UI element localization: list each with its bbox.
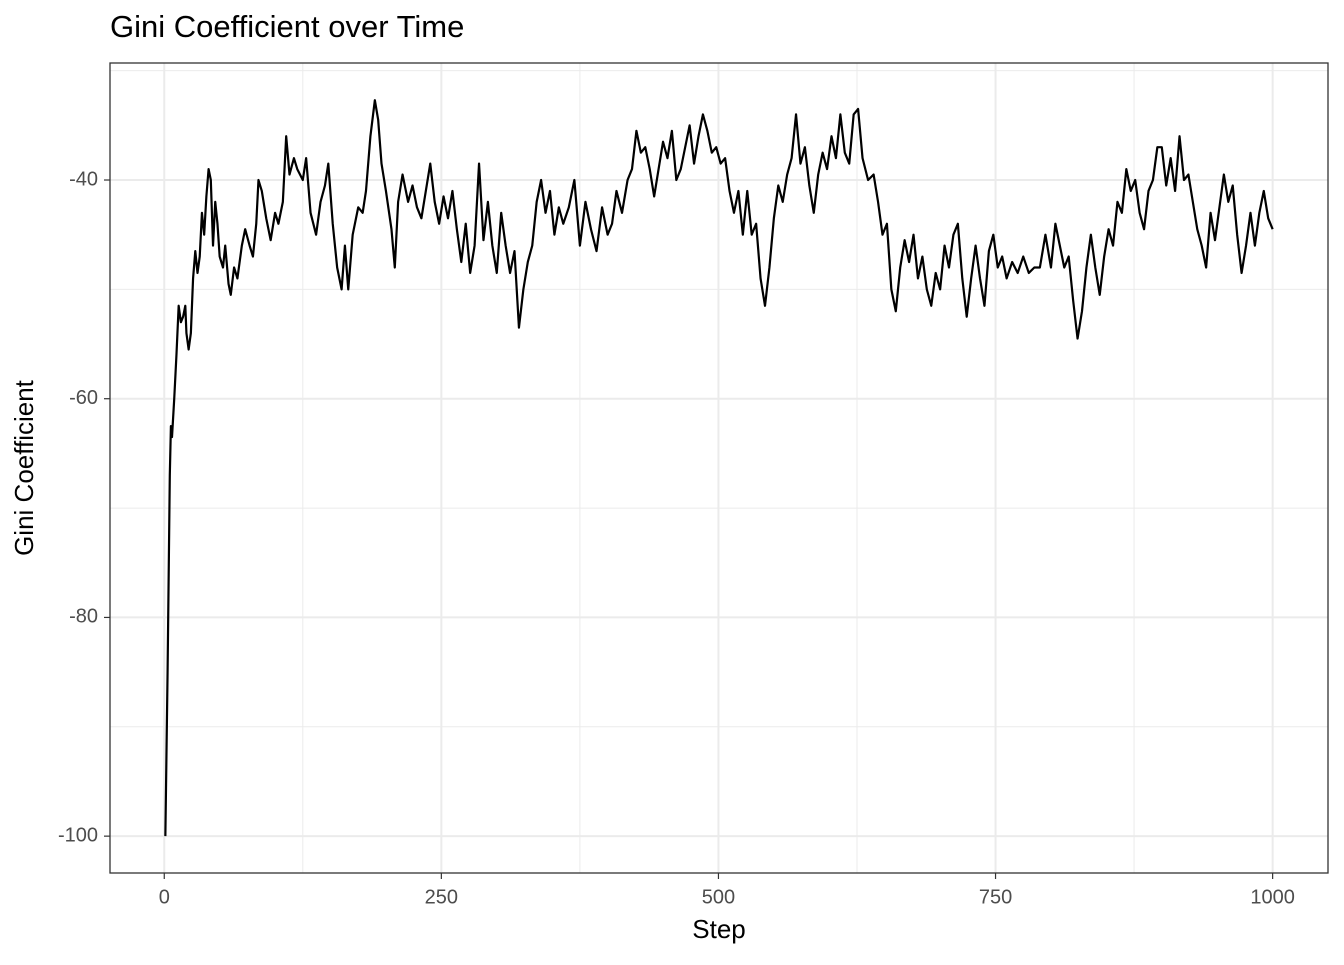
x-tick-label: 0	[159, 886, 170, 908]
x-axis-label: Step	[692, 914, 746, 944]
x-tick-label: 250	[425, 886, 458, 908]
y-tick-label: -100	[58, 824, 98, 846]
data-line	[164, 99, 1274, 837]
x-tick-label: 500	[702, 886, 735, 908]
plot-border	[109, 62, 1329, 874]
y-tick-label: -60	[69, 387, 98, 409]
chart-title: Gini Coefficient over Time	[110, 9, 464, 44]
y-tick-label: -80	[69, 606, 98, 628]
x-tick-label: 750	[979, 886, 1012, 908]
y-tick-label: -40	[69, 168, 98, 190]
x-tick-label: 1000	[1250, 886, 1295, 908]
y-axis-label: Gini Coefficient	[9, 379, 39, 556]
